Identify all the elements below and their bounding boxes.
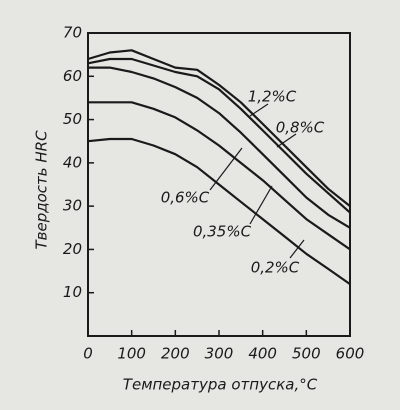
y-axis-label: Твердость HRC (33, 130, 51, 250)
leader-line (276, 133, 297, 148)
x-axis-label: Температура отпуска,°C (123, 376, 318, 394)
x-tick-label: 100 (117, 345, 146, 363)
x-tick-label: 200 (161, 345, 190, 363)
y-tick-label: 10 (63, 283, 82, 301)
series-label: 0,2%C (251, 259, 300, 277)
series-line (88, 101, 351, 251)
y-tick-label: 20 (63, 240, 82, 258)
series-line (87, 137, 351, 286)
x-tick-label: 400 (248, 345, 277, 363)
y-tick-label: 30 (63, 197, 82, 215)
series-label: 1,2%C (248, 88, 297, 106)
y-tick-label: 40 (63, 153, 82, 171)
series-label: 0,6%C (161, 189, 210, 207)
x-tick-label: 0 (83, 345, 93, 363)
x-tick-label: 500 (292, 345, 321, 363)
x-tick-label: 300 (205, 345, 234, 363)
y-tick-label: 50 (63, 110, 82, 128)
x-tick-label: 600 (336, 345, 365, 363)
y-tick-label: 60 (63, 67, 82, 85)
series-line (87, 49, 351, 207)
y-tick-label: 70 (63, 24, 82, 42)
leader-line (249, 185, 273, 225)
series-label: 0,8%C (276, 119, 325, 137)
leader-line (249, 103, 269, 117)
series-line (87, 57, 351, 214)
leader-line (289, 239, 305, 259)
leader-line (209, 147, 243, 191)
series-label: 0,35%C (193, 223, 252, 241)
series-line (88, 66, 351, 229)
